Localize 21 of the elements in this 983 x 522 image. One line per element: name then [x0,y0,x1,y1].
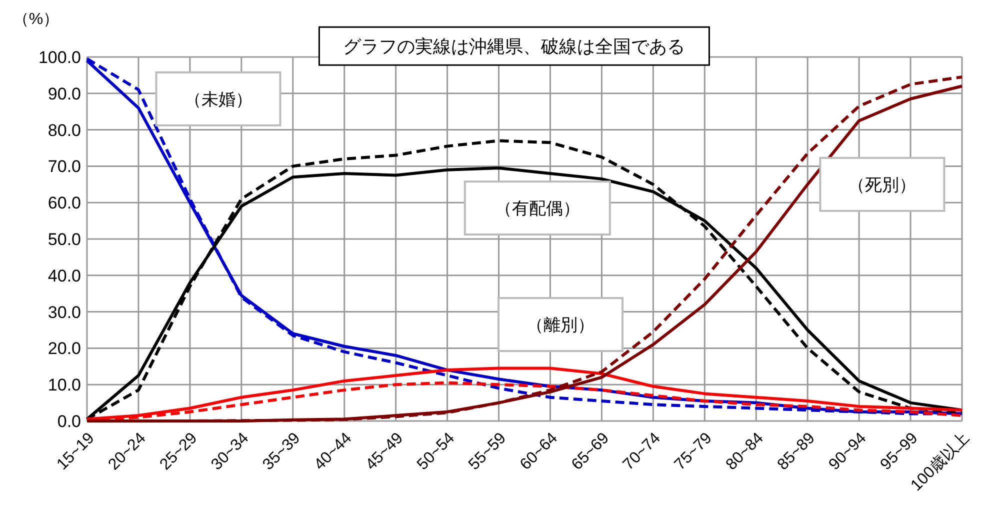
annotation: （離別） [498,297,624,352]
y-tick-label: 10.0 [48,376,81,395]
y-tick-label: 60.0 [48,194,81,213]
y-tick-label: 40.0 [48,266,81,286]
y-tick-label: 50.0 [48,230,81,249]
y-tick-label: 70.0 [48,157,81,176]
annotation: グラフの実線は沖縄県、破線は全国である [318,26,710,66]
annotation: （死別） [819,156,946,212]
y-tick-label: 90.0 [48,84,81,104]
annotation: （有配偶） [464,180,611,236]
y-tick-label: 30.0 [48,302,81,322]
annotation: （死別） [848,175,916,194]
y-tick-label: 0.0 [57,412,81,431]
annotation: （未婚） [155,71,282,126]
y-axis-title: （%） [12,11,60,28]
y-tick-label: 20.0 [48,339,81,358]
y-tick-label: 100.0 [38,48,81,67]
annotation: （離別） [526,315,595,334]
y-tick-label: 80.0 [48,120,81,140]
annotation: （未婚） [184,90,252,109]
annotation: （有配偶） [494,199,580,218]
